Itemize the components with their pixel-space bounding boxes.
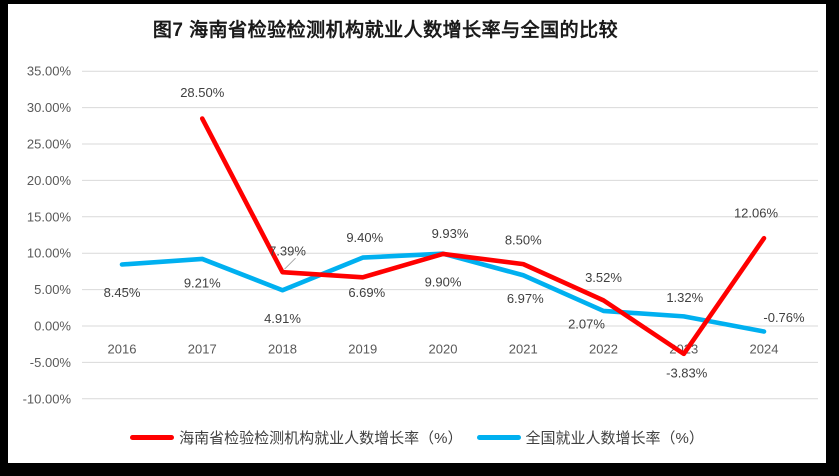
legend-item-national: 全国就业人数增长率（%） [476, 427, 704, 448]
x-axis-tick-label: 2019 [348, 342, 377, 357]
y-axis-tick-label: 30.00% [27, 100, 72, 115]
x-axis-tick-label: 2021 [509, 342, 538, 357]
legend-label-national: 全国就业人数增长率（%） [525, 430, 704, 447]
x-axis-tick-label: 2020 [429, 342, 458, 357]
chart-panel: 图7 海南省检验检测机构就业人数增长率与全国的比较 35.00% 30.00% 25… [8, 4, 826, 463]
hainan-series-line [199, 116, 767, 357]
y-axis-tick-label: -5.00% [30, 355, 72, 370]
hainan-data-label: 12.06% [734, 206, 779, 221]
hainan-data-label: -3.83% [666, 365, 708, 380]
chart-title: 图7 海南省检验检测机构就业人数增长率与全国的比较 [152, 20, 619, 41]
hainan-data-label: 9.90% [425, 274, 462, 289]
national-series-line-icon [476, 435, 521, 440]
hainan-data-label: 7.39% [269, 244, 306, 259]
national-data-label: 9.93% [432, 226, 469, 241]
y-axis-tick-label: 5.00% [34, 282, 71, 297]
line-chart-plot-area: 35.00% 30.00% 25.00% 20.00% 15.00% 10.00% 5.00… [23, 64, 818, 406]
x-axis-tick-label: 2016 [108, 342, 137, 357]
y-axis-tick-label: 0.00% [34, 319, 71, 334]
y-axis-tick-label: 15.00% [27, 209, 72, 224]
legend-item-hainan: 海南省检验检测机构就业人数增长率（%） [130, 427, 463, 448]
chart-legend: 海南省检验检测机构就业人数增长率（%） 全国就业人数增长率（%） [8, 427, 826, 448]
hainan-data-label: 6.69% [348, 285, 385, 300]
x-axis-tick-label: 2024 [750, 342, 779, 357]
y-axis-tick-label: 20.00% [27, 173, 72, 188]
y-axis-tick-label: 10.00% [27, 246, 72, 261]
x-axis-tick-label: 2022 [589, 342, 618, 357]
x-axis-tick-label: 2018 [268, 342, 297, 357]
hainan-data-label: 28.50% [180, 85, 225, 100]
national-data-label: 4.91% [264, 311, 301, 326]
data-label-leader-line [284, 257, 296, 270]
national-data-label: 8.45% [104, 285, 141, 300]
y-axis-tick-label: 25.00% [27, 137, 72, 152]
national-data-label: -0.76% [763, 310, 805, 325]
national-data-label: 6.97% [507, 291, 544, 306]
hainan-data-label: 3.52% [585, 270, 622, 285]
national-data-label: 9.21% [184, 275, 221, 290]
national-data-label: 9.40% [346, 230, 383, 245]
legend-label-hainan: 海南省检验检测机构就业人数增长率（%） [179, 430, 463, 447]
hainan-data-label: 8.50% [505, 233, 542, 248]
x-axis-tick-label: 2017 [188, 342, 217, 357]
y-axis-tick-label: -10.00% [23, 391, 72, 406]
hainan-series-line-icon [130, 435, 175, 440]
y-axis-tick-label: 35.00% [27, 64, 72, 79]
national-data-label: 2.07% [568, 316, 605, 331]
national-data-label: 1.32% [666, 290, 703, 305]
